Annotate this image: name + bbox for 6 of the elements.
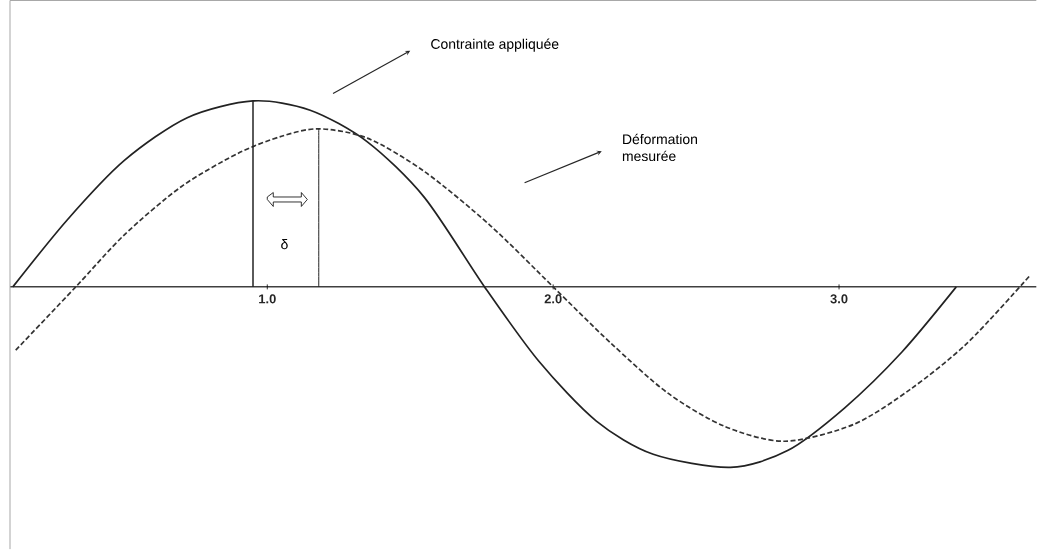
annotation: δ: [281, 239, 288, 250]
x-tick-label: 3.0: [830, 294, 848, 304]
text: Contrainte appliquée: [431, 38, 559, 52]
x-tick-label: 2.0: [544, 294, 562, 304]
annotation: Déformation mesurée: [622, 133, 697, 162]
x-tick-label: 1.0: [259, 294, 276, 304]
